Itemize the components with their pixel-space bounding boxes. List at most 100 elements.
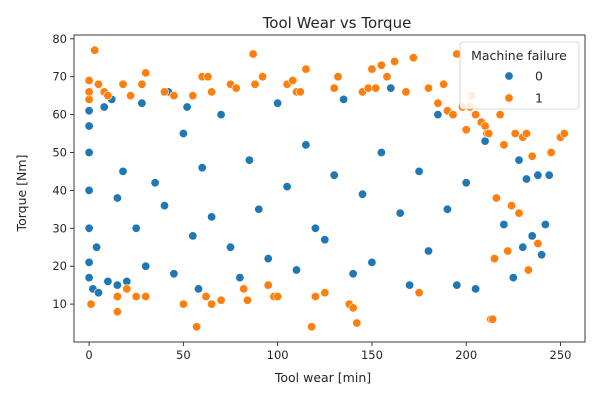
point-machine-failure-0: [339, 94, 349, 104]
point-machine-failure-0: [310, 223, 320, 233]
point-machine-failure-0: [480, 136, 490, 146]
point-machine-failure-0: [320, 235, 330, 245]
point-machine-failure-0: [329, 170, 339, 180]
x-axis-title: Tool wear [min]: [274, 370, 371, 385]
point-machine-failure-1: [448, 110, 458, 120]
point-machine-failure-0: [84, 106, 94, 116]
y-tick-label: 40: [52, 183, 67, 197]
point-machine-failure-0: [527, 231, 537, 241]
point-machine-failure-0: [301, 140, 311, 150]
point-machine-failure-1: [533, 239, 543, 249]
point-machine-failure-1: [216, 295, 226, 305]
point-machine-failure-0: [92, 242, 102, 252]
point-machine-failure-0: [291, 265, 301, 275]
point-machine-failure-1: [390, 56, 400, 66]
point-machine-failure-0: [235, 273, 245, 283]
y-tick-label: 50: [52, 145, 67, 159]
point-machine-failure-0: [84, 257, 94, 267]
point-machine-failure-1: [461, 125, 471, 135]
point-machine-failure-1: [86, 299, 96, 309]
x-tick-label: 0: [85, 348, 92, 362]
point-machine-failure-1: [433, 98, 443, 108]
point-machine-failure-0: [533, 170, 543, 180]
point-machine-failure-0: [540, 220, 550, 230]
point-machine-failure-1: [484, 129, 494, 139]
point-machine-failure-1: [122, 284, 132, 294]
legend-marker-0: [504, 71, 514, 81]
point-machine-failure-1: [295, 87, 305, 97]
point-machine-failure-1: [382, 72, 392, 82]
legend-label-0: 0: [535, 69, 543, 84]
point-machine-failure-1: [112, 307, 122, 317]
legend-box: [459, 41, 580, 110]
point-machine-failure-1: [348, 303, 358, 313]
point-machine-failure-0: [263, 254, 273, 264]
point-machine-failure-1: [503, 246, 513, 256]
y-tick-label: 70: [52, 70, 67, 84]
point-machine-failure-1: [510, 129, 520, 139]
point-machine-failure-1: [401, 87, 411, 97]
point-machine-failure-1: [84, 87, 94, 97]
point-machine-failure-1: [178, 299, 188, 309]
point-machine-failure-0: [433, 110, 443, 120]
y-axis-title: Torque [Nm]: [14, 155, 29, 233]
y-tick-label: 30: [52, 221, 67, 235]
point-machine-failure-1: [201, 291, 211, 301]
point-machine-failure-1: [408, 53, 418, 63]
x-tick-label: 100: [267, 348, 289, 362]
point-machine-failure-0: [518, 242, 528, 252]
point-machine-failure-0: [141, 261, 151, 271]
point-machine-failure-0: [376, 148, 386, 158]
point-machine-failure-0: [452, 280, 462, 290]
point-machine-failure-1: [258, 72, 268, 82]
point-machine-failure-1: [333, 72, 343, 82]
point-machine-failure-0: [282, 182, 292, 192]
point-machine-failure-1: [288, 76, 298, 86]
point-machine-failure-0: [150, 178, 160, 188]
point-machine-failure-1: [84, 76, 94, 86]
point-machine-failure-1: [367, 64, 377, 74]
point-machine-failure-1: [489, 254, 499, 264]
point-machine-failure-0: [131, 223, 141, 233]
point-machine-failure-1: [207, 87, 217, 97]
point-machine-failure-0: [182, 102, 192, 112]
point-machine-failure-1: [141, 68, 151, 78]
point-machine-failure-0: [442, 204, 452, 214]
point-machine-failure-1: [248, 49, 258, 59]
point-machine-failure-1: [207, 299, 217, 309]
point-machine-failure-1: [160, 87, 170, 97]
point-machine-failure-0: [84, 148, 94, 158]
point-machine-failure-1: [546, 148, 556, 158]
point-machine-failure-1: [488, 314, 498, 324]
point-machine-failure-1: [94, 79, 104, 89]
point-machine-failure-0: [508, 273, 518, 283]
point-machine-failure-0: [94, 288, 104, 298]
point-machine-failure-1: [188, 91, 198, 101]
point-machine-failure-1: [126, 91, 136, 101]
point-machine-failure-1: [480, 121, 490, 131]
point-machine-failure-0: [103, 276, 113, 286]
point-machine-failure-1: [423, 83, 433, 93]
point-machine-failure-1: [414, 288, 424, 298]
point-machine-failure-0: [244, 155, 254, 165]
point-machine-failure-1: [131, 291, 141, 301]
point-machine-failure-1: [243, 295, 253, 305]
point-machine-failure-0: [178, 129, 188, 139]
point-machine-failure-0: [84, 121, 94, 131]
point-machine-failure-0: [395, 208, 405, 218]
point-machine-failure-1: [363, 83, 373, 93]
point-machine-failure-0: [194, 284, 204, 294]
point-machine-failure-0: [521, 174, 531, 184]
y-tick-label: 20: [52, 259, 67, 273]
point-machine-failure-0: [471, 284, 481, 294]
point-machine-failure-0: [118, 166, 128, 176]
point-machine-failure-1: [301, 64, 311, 74]
point-machine-failure-1: [559, 129, 569, 139]
plot-frame: [73, 34, 586, 343]
point-machine-failure-1: [471, 110, 481, 120]
y-axis: 10 20 30 40 50 60 70 80: [52, 32, 74, 311]
x-tick-label: 50: [176, 348, 191, 362]
x-axis: 0 50 100 150 200 250: [85, 342, 571, 362]
